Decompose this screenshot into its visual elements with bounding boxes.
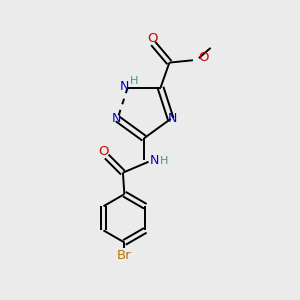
Text: N: N: [149, 154, 159, 167]
Text: N: N: [167, 112, 177, 125]
Text: H: H: [130, 76, 138, 86]
Text: N: N: [119, 80, 129, 93]
Text: O: O: [198, 51, 209, 64]
Text: H: H: [160, 156, 169, 166]
Text: Br: Br: [117, 249, 132, 262]
Text: O: O: [98, 145, 109, 158]
Text: O: O: [147, 32, 158, 45]
Text: N: N: [111, 112, 121, 125]
